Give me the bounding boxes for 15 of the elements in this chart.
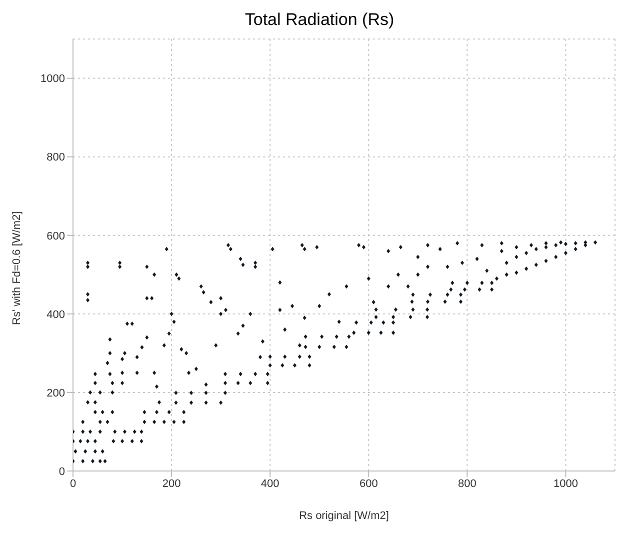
y-tick-label: 200: [46, 387, 65, 400]
x-tick-label: 600: [359, 478, 378, 490]
x-tick-label: 800: [458, 478, 476, 490]
x-tick-label: 1000: [553, 478, 578, 490]
y-tick-label: 800: [46, 152, 65, 164]
x-tick-label: 400: [260, 478, 280, 490]
y-tick-label: 600: [46, 230, 65, 242]
y-tick-label: 1000: [40, 73, 65, 86]
x-axis-title: Rs original [W/m2]: [299, 510, 389, 522]
y-axis-title: Rs' with Fd=0.6 [W/m2]: [10, 211, 23, 325]
chart-title: Total Radiation (Rs): [244, 10, 396, 30]
x-tick-label: 0: [70, 478, 76, 490]
x-tick-label: 200: [162, 478, 181, 490]
y-tick-label: 0: [58, 466, 65, 478]
y-tick-label: 400: [46, 308, 65, 321]
